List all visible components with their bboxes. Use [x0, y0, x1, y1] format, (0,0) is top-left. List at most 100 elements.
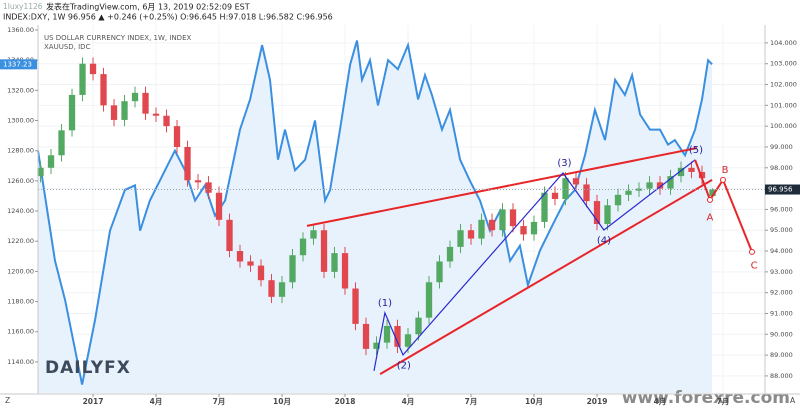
line [37, 40, 713, 385]
candle-body [215, 192, 223, 220]
scale-button[interactable]: A [790, 396, 796, 405]
candle-body [173, 126, 181, 147]
wave-label: C [751, 261, 758, 272]
candle-body [415, 317, 422, 335]
last-price-box [765, 184, 800, 195]
site-watermark: www.forexre.com [622, 388, 790, 408]
candle-body [89, 63, 97, 75]
x-tick-label: 7月 [717, 397, 730, 406]
candle-body [457, 230, 464, 247]
candle-body [100, 74, 107, 106]
candle-body [520, 226, 527, 235]
wave-line [373, 159, 696, 372]
candle-body [709, 189, 716, 196]
candle-body [572, 178, 580, 185]
candle-body [436, 261, 443, 283]
y-tick-label: 1180.00 [7, 298, 34, 306]
candle-body [37, 167, 44, 177]
y2-tick-label: 104.000 [770, 39, 797, 47]
x-tick-label: 10月 [273, 397, 291, 406]
candle-body [646, 182, 653, 189]
last-price-label: 1337.23 [3, 60, 32, 68]
x-tick-label: 4月 [654, 397, 667, 406]
wave-label: (2) [397, 361, 411, 372]
legend-entry: US DOLLAR CURRENCY INDEX, 1W, INDEX [44, 34, 191, 42]
candle-body [551, 192, 559, 200]
y2-tick-label: 91.000 [770, 309, 793, 317]
x-tick-label: 2019 [587, 397, 608, 406]
candle-body [635, 188, 643, 191]
candle-body [383, 325, 391, 343]
last-price-label: 96.956 [768, 186, 793, 194]
candle-body [677, 167, 685, 177]
candle-body [467, 230, 475, 239]
scale-button[interactable]: Z [5, 396, 10, 405]
candle-body [152, 113, 160, 116]
y2-tick-label: 93.000 [770, 268, 793, 276]
symbol-info: INDEX:DXY, 1W 96.956 ▲ +0.246 (+0.25%) O… [3, 13, 333, 22]
y2-tick-label: 103.000 [770, 60, 797, 68]
projection-point [720, 176, 727, 183]
legend-entry: XAUUSD, IDC [44, 43, 91, 51]
candle-body [362, 323, 370, 349]
candle-body [625, 190, 632, 195]
candle-body [530, 221, 538, 235]
candle-body [121, 101, 128, 120]
y2-tick-label: 92.000 [770, 289, 793, 297]
candle-body [446, 246, 454, 262]
candle-body [68, 94, 76, 131]
wave-label: B [722, 165, 729, 176]
candle-body [614, 194, 622, 206]
y2-tick-label: 102.000 [770, 81, 797, 89]
y2-tick-label: 101.000 [770, 101, 797, 109]
y-tick-label: 1260.00 [7, 177, 34, 185]
candle-body [509, 209, 517, 227]
y2-tick-label: 100.000 [770, 122, 797, 130]
candle-body [194, 180, 202, 183]
candle-body [499, 209, 506, 231]
candle-body [58, 130, 65, 156]
candle-body [688, 167, 695, 172]
y-tick-label: 1220.00 [7, 237, 34, 245]
x-tick-label: 4月 [402, 397, 415, 406]
last-price-box [0, 59, 37, 70]
wedge-line [379, 179, 713, 375]
wave-label: (5) [689, 145, 703, 156]
candle-body [320, 230, 328, 272]
candle-body [394, 325, 401, 347]
axes: 2017 4月 7月 10月 2018 4月 7月 10月 2019 4月 7月 1140.00 116… [0, 26, 800, 406]
candle-body [131, 92, 139, 102]
wedge-line [306, 147, 698, 227]
candle-body [667, 176, 674, 189]
y-tick-label: 1280.00 [7, 147, 34, 155]
candle-body [562, 178, 569, 200]
candle-body [352, 288, 359, 324]
candle-body [163, 115, 170, 127]
candle-body [478, 219, 485, 239]
candle-body [488, 219, 496, 231]
candle-body [299, 238, 307, 256]
candle-body [205, 182, 212, 193]
y-tick-label: 1320.00 [7, 86, 34, 94]
candle-body [541, 192, 548, 222]
y-tick-label: 1200.00 [7, 267, 34, 275]
candle-body [331, 253, 338, 272]
candle-body [142, 92, 149, 114]
candle-body [257, 265, 265, 281]
y-tick-label: 1160.00 [7, 328, 34, 336]
candle-body [47, 155, 55, 168]
candle-body [247, 261, 254, 266]
user-name: 1luxy1126 [3, 2, 43, 11]
candle-body [310, 230, 317, 239]
y2-tick-label: 90.000 [770, 330, 793, 338]
y2-tick-label: 94.000 [770, 247, 793, 255]
y-tick-label: 1300.00 [7, 117, 34, 125]
candle-body [226, 219, 233, 252]
candle-body [593, 201, 601, 224]
candle-body [425, 282, 433, 318]
wave-label: A [707, 213, 714, 224]
x-tick-label: 4月 [150, 397, 163, 406]
x-tick-label: 2018 [335, 397, 356, 406]
candle-body [184, 146, 191, 181]
